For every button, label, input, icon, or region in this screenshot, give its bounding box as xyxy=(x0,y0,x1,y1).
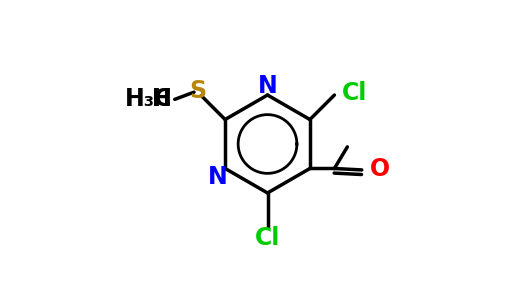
Text: N: N xyxy=(208,165,228,189)
Text: Cl: Cl xyxy=(342,81,367,105)
Text: H: H xyxy=(152,87,172,111)
Text: H: H xyxy=(152,87,172,111)
Text: S: S xyxy=(189,79,206,103)
Text: H₃C: H₃C xyxy=(124,87,172,111)
Text: Cl: Cl xyxy=(255,226,280,250)
Text: O: O xyxy=(370,157,390,181)
Text: N: N xyxy=(258,74,278,98)
